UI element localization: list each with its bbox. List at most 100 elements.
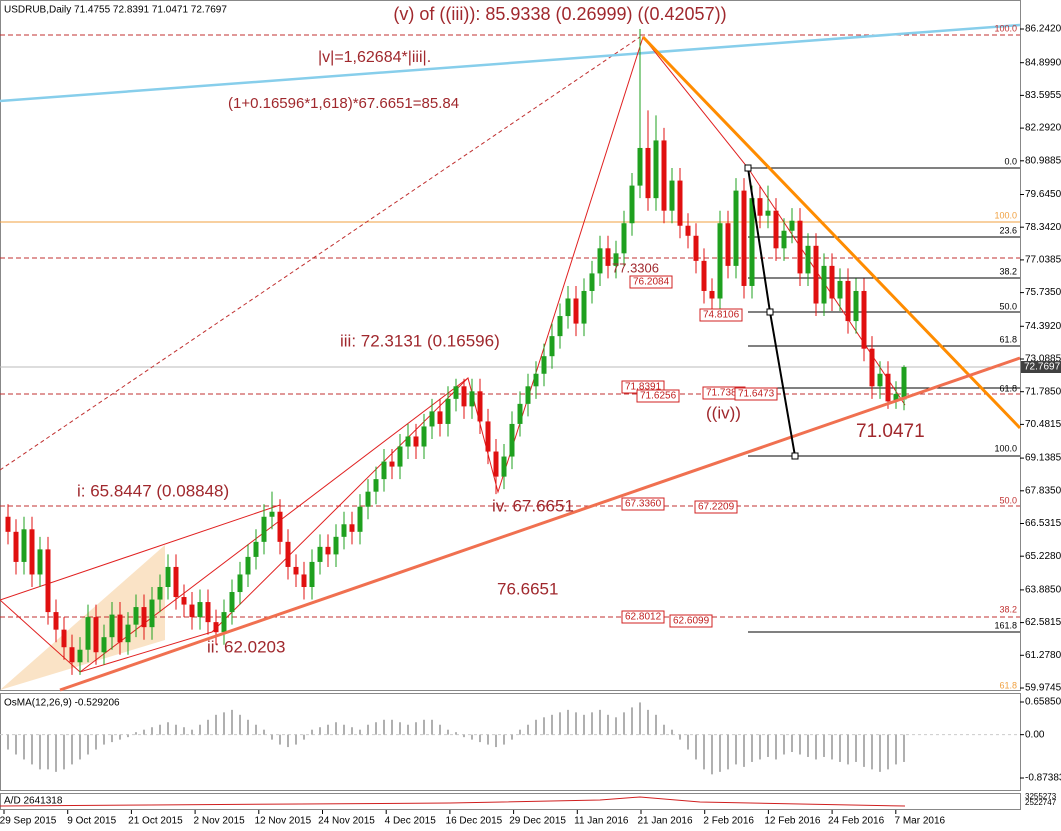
osma-bar [567,709,569,735]
price-box [694,500,738,514]
osma-bar [711,734,713,775]
candle-body [597,248,603,274]
fibo-label: 0.0 [1004,156,1017,166]
candle-body [677,180,683,226]
price-label: 78.3420 [1025,222,1061,233]
candle-body [5,516,11,532]
candle-body [149,599,155,628]
osma-bar [463,734,465,738]
candle-body [349,524,355,532]
time-label: 29 Sep 2015 [0,816,57,827]
osma-bar [367,724,369,735]
osma-bar [39,734,41,770]
candle-body [181,597,187,605]
candle-body [437,411,443,424]
candle-body [93,617,99,653]
candle-body [421,426,427,447]
time-label: 12 Feb 2016 [764,816,821,827]
time-label: 12 Nov 2015 [254,816,311,827]
candle-body [653,140,659,199]
candle-body [381,461,387,480]
time-label: 21 Jan 2016 [637,816,692,827]
osma-bar [255,724,257,735]
price-label: 59.9745 [1025,683,1061,694]
osma-bar [215,714,217,735]
candle-body [405,436,411,447]
candle-body [509,423,515,457]
osma-bar [47,734,49,770]
price-label: 79.6450 [1025,189,1061,200]
osma-bar [175,724,177,735]
price-label: 77.0385 [1025,255,1061,266]
osma-bar [687,734,689,750]
osma-bar [311,729,313,735]
osma-bar [431,719,433,735]
current-price-box [1021,360,1061,373]
candle-body [477,391,483,422]
price-box [699,308,743,322]
candle-body [77,649,83,663]
price-box [636,389,680,403]
anchor [791,452,799,460]
ad-label: A/D 2641318 [4,796,63,807]
candle-body [781,230,787,249]
annotation: 71.0471 [856,421,925,442]
candle-body [309,561,315,588]
candle-body [85,617,91,650]
candle-body [445,398,451,424]
annotation: |v|=1,62684*|iii|. [318,49,431,66]
osma-bar [423,719,425,735]
candle-body [717,223,723,299]
candle-body [389,461,395,467]
candle-body [493,451,499,477]
candle-body [893,393,899,402]
candle-body [869,348,875,387]
osma-bar [439,724,441,735]
osma-bar [535,719,537,735]
price-box-label: 71.6256 [640,391,677,402]
candle-body [813,245,819,304]
annotation: i: 65.8447 (0.08848) [77,481,229,500]
osma-bar [319,727,321,735]
price-label: 62.5815 [1025,617,1061,628]
candle-body [645,147,651,199]
candle-body [157,587,163,600]
osma-bar [343,724,345,735]
osma-bar [695,734,697,760]
annotation: (1+0.16596*1,618)*67.6651=85.84 [228,95,459,112]
osma-bar [207,719,209,735]
osma-bar [87,734,89,755]
osma-bar [167,722,169,735]
osma-bar [263,729,265,735]
osma-bar [79,734,81,760]
anchor [766,308,774,316]
osma-bar [543,717,545,735]
candle-body [669,180,675,211]
osma-bar [111,734,113,743]
osma-bar [223,712,225,735]
osma-bar [623,712,625,735]
annotation: (v) of ((iii)): 85.9338 (0.26999) ((0.42… [393,4,726,24]
candle-body [365,491,371,507]
candle-body [829,265,835,299]
price-label: 86.2420 [1025,24,1061,35]
osma-bar [23,734,25,760]
candle-body [317,546,323,562]
candle-body [125,624,131,643]
candle-body [197,602,203,618]
osma-bar [775,734,777,760]
price-box-label: 71.6473 [738,389,775,400]
candle-body [413,436,419,447]
annotation: iv. 67.6651 [492,496,574,515]
candle-body [461,386,467,407]
price-label: 82.2920 [1025,123,1061,134]
osma-bar [191,729,193,735]
candle-body [573,298,579,324]
candle-body [821,265,827,304]
candle-body [253,541,259,557]
candle-body [13,531,19,562]
candle-body [605,248,611,266]
osma-bar [7,734,9,750]
osma-bar [231,709,233,735]
